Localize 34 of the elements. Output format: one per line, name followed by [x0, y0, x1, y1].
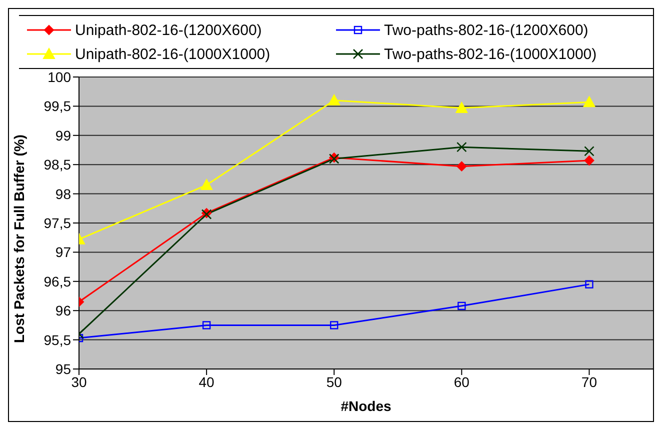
- point: [584, 156, 594, 166]
- point: [330, 321, 338, 330]
- point: [200, 179, 213, 190]
- y-tick-label: 99,5: [44, 98, 72, 114]
- y-tick-label: 95,5: [44, 332, 72, 348]
- point: [583, 96, 596, 108]
- y-tick-label: 100: [48, 68, 72, 85]
- point: [584, 146, 594, 156]
- y-tick-label: 97,5: [44, 214, 72, 231]
- point: [458, 302, 466, 310]
- point: [456, 102, 468, 113]
- x-tick-label: 50: [326, 374, 342, 390]
- legend-label: Two-paths-802-16-(1000X1000): [384, 46, 597, 62]
- legend-label: Two-paths-802-16-(1200X600): [384, 22, 588, 38]
- legend-label: Unipath-802-16-(1000X1000): [75, 46, 270, 62]
- y-tick-label: 96,5: [44, 273, 72, 290]
- y-tick-label: 99: [55, 127, 72, 144]
- y-axis-title: Lost Packets for Full Buffer (%): [10, 134, 27, 343]
- x-tick-label: 40: [198, 374, 215, 390]
- x-tick-label: 60: [454, 374, 470, 390]
- point: [456, 142, 467, 152]
- point: [202, 321, 211, 330]
- point: [456, 161, 467, 172]
- point: [328, 94, 340, 106]
- y-tick-label: 98,5: [44, 156, 72, 173]
- y-tick-label: 95: [55, 360, 72, 377]
- y-tick-label: 97: [55, 244, 72, 260]
- legend-label: Unipath-802-16-(1200X600): [75, 22, 262, 38]
- x-axis-title: #Nodes: [340, 398, 392, 414]
- y-tick-label: 96: [55, 302, 72, 319]
- x-tick-label: 70: [581, 374, 598, 390]
- x-tick-label: 30: [71, 374, 87, 390]
- y-tick-label: 98: [55, 186, 72, 202]
- point: [585, 280, 594, 288]
